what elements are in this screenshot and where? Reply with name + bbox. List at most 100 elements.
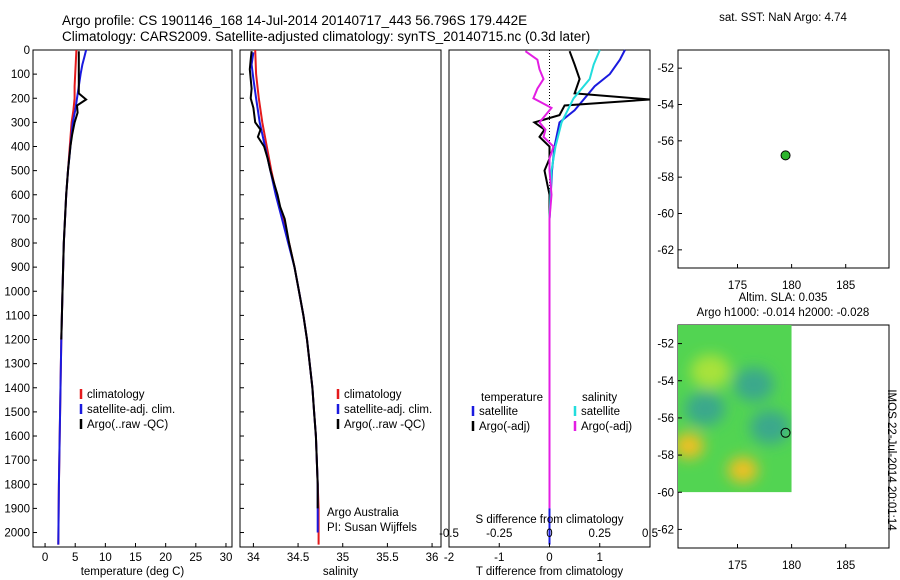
sst-map-y-tick-label: -62: [657, 245, 674, 257]
temperature-x-tick-label: 25: [189, 552, 202, 564]
salinity-x-axis-label: salinity: [323, 566, 358, 578]
differences-legend-label: Argo(-adj): [479, 421, 530, 433]
pi-label: PI: Susan Wijffels: [327, 522, 417, 534]
differences-x-tick-label: -1: [494, 552, 504, 564]
salinity-x-tick-label: 35.5: [376, 552, 398, 564]
sst-map-y-tick-label: -60: [657, 209, 674, 221]
temperature-y-tick-label: 1100: [5, 310, 30, 322]
temperature-y-tick-label: 700: [11, 214, 30, 226]
sla-map-y-tick-label: -58: [657, 450, 674, 462]
temperature-y-tick-label: 900: [11, 262, 30, 274]
sla-map-y-tick-label: -56: [657, 413, 674, 425]
temperature-panel: 0100200300400500600700800900100011001200…: [4, 45, 233, 578]
temperature-y-tick-label: 1300: [4, 359, 30, 371]
temperature-y-tick-label: 300: [11, 117, 30, 129]
salinity-series-line-2: [248, 51, 319, 509]
temperature-y-tick-label: 1400: [4, 383, 30, 395]
sla-map-x-tick-label: 180: [782, 560, 801, 572]
sla-map-y-tick-label: -60: [657, 487, 674, 499]
temperature-legend-label: Argo(..raw -QC): [87, 419, 168, 431]
sla-map-y-tick-label: -62: [657, 524, 674, 536]
argo-australia-label: Argo Australia: [327, 507, 399, 519]
differences-legend-label: satellite: [581, 406, 620, 418]
temperature-y-tick-label: 1900: [4, 503, 30, 515]
sla-map-argo-position-marker: [780, 427, 791, 438]
sst-map-x-tick-label: 185: [836, 280, 855, 292]
temperature-y-tick-label: 200: [11, 93, 30, 105]
sst-map-panel: -52 -54 -56 -58 -60 -62 175 180 185 sat. SST: NaN…: [657, 12, 890, 292]
sla-map-panel: -52 -54 -56 -58 -60 -62 175 180 185 Altim. SLA: 0…: [657, 292, 890, 572]
sla-map-x-tick-label: 175: [728, 560, 747, 572]
temperature-x-axis-label: temperature (deg C): [81, 566, 185, 578]
temperature-y-tick-label: 100: [11, 69, 30, 81]
sla-field: [678, 325, 792, 493]
differences-legend-title-salinity: salinity: [582, 392, 617, 404]
salinity-axes-frame: [239, 49, 442, 548]
sst-map-y-tick-label: -56: [657, 136, 674, 148]
differences-x-tick-label: 0: [546, 552, 552, 564]
differences-legend-label: satellite: [479, 406, 518, 418]
sla-feature-high: [678, 432, 704, 459]
temperature-y-tick-label: 1200: [4, 335, 30, 347]
salinity-x-tick-label: 35: [336, 552, 349, 564]
figure-title-line-2: Climatology: CARS2009. Satellite-adjuste…: [62, 29, 591, 44]
differences-x-axis-label: T difference from climatology: [476, 566, 623, 578]
differences-s-tick-label: 0.25: [589, 528, 611, 540]
sla-map-title: Altim. SLA: 0.035: [739, 292, 828, 304]
temperature-x-tick-label: 5: [72, 552, 78, 564]
differences-s-tick-label: 0: [546, 528, 552, 540]
sla-feature-low: [685, 391, 726, 426]
salinity-panel: 34 34.5 35 35.5 36 salinity climatology satelli…: [239, 49, 442, 578]
sst-map-y-tick-label: -54: [657, 100, 674, 112]
sla-feature-high: [727, 456, 758, 483]
sst-map-x-tick-label: 175: [728, 280, 747, 292]
sla-feature-mid: [690, 354, 731, 389]
temperature-x-tick-label: 30: [220, 552, 233, 564]
salinity-x-tick-label: 34: [247, 552, 260, 564]
sla-feature-low: [733, 367, 774, 402]
sla-field-features: [678, 354, 790, 483]
temperature-y-tick-label: 1700: [4, 455, 30, 467]
sla-map-subtitle: Argo h1000: -0.014 h2000: -0.028: [697, 307, 870, 319]
temperature-y-tick-label: 2000: [4, 528, 30, 540]
sst-map-argo-position-marker: [780, 150, 791, 161]
differences-s-tick-label: -0.5: [439, 528, 459, 540]
differences-s-tick-label: 0.5: [642, 528, 658, 540]
salinity-legend-label: climatology: [344, 389, 402, 401]
temperature-y-tick-label: 0: [24, 45, 30, 57]
temperature-y-tick-label: 1000: [4, 286, 30, 298]
differences-x-tick-label: -2: [444, 552, 454, 564]
sst-map-y-tick-label: -52: [657, 63, 674, 75]
temperature-x-tick-label: 15: [129, 552, 142, 564]
temperature-x-tick-label: 20: [159, 552, 172, 564]
temperature-y-tick-label: 1800: [4, 479, 30, 491]
temperature-y-tick-label: 600: [11, 190, 30, 202]
salinity-x-tick-label: 34.5: [287, 552, 309, 564]
salinity-x-tick-label: 36: [426, 552, 439, 564]
temperature-legend-label: satellite-adj. clim.: [87, 404, 175, 416]
temperature-y-tick-label: 1500: [4, 407, 30, 419]
sst-map-title: sat. SST: NaN Argo: 4.74: [719, 12, 847, 24]
differences-s-axis-label: S difference from climatology: [475, 514, 623, 526]
differences-legend-title-temperature: temperature: [481, 392, 543, 404]
salinity-legend-label: satellite-adj. clim.: [344, 404, 432, 416]
temperature-y-tick-label: 500: [11, 166, 30, 178]
temperature-y-tick-label: 1600: [4, 431, 30, 443]
sst-map-y-tick-label: -58: [657, 172, 674, 184]
differences-x-tick-label: 1: [597, 552, 603, 564]
temperature-x-tick-label: 0: [42, 552, 48, 564]
temperature-x-tick-label: 10: [99, 552, 112, 564]
temperature-axes-frame: [32, 49, 233, 548]
salinity-legend-label: Argo(..raw -QC): [344, 419, 425, 431]
sla-map-x-tick-label: 185: [836, 560, 855, 572]
sla-map-y-tick-label: -54: [657, 376, 674, 388]
temperature-legend-label: climatology: [87, 389, 145, 401]
differences-s-tick-label: -0.25: [486, 528, 512, 540]
differences-panel: -2 -1 0 1 -0.5 -0.25 0 0.25 0.5 S difference from…: [439, 49, 658, 578]
sla-map-y-tick-label: -52: [657, 339, 674, 351]
figure-title-line-1: Argo profile: CS 1901146_168 14-Jul-2014…: [62, 13, 528, 28]
temperature-y-tick-label: 400: [11, 142, 30, 154]
differences-series-line-3: [524, 50, 555, 509]
